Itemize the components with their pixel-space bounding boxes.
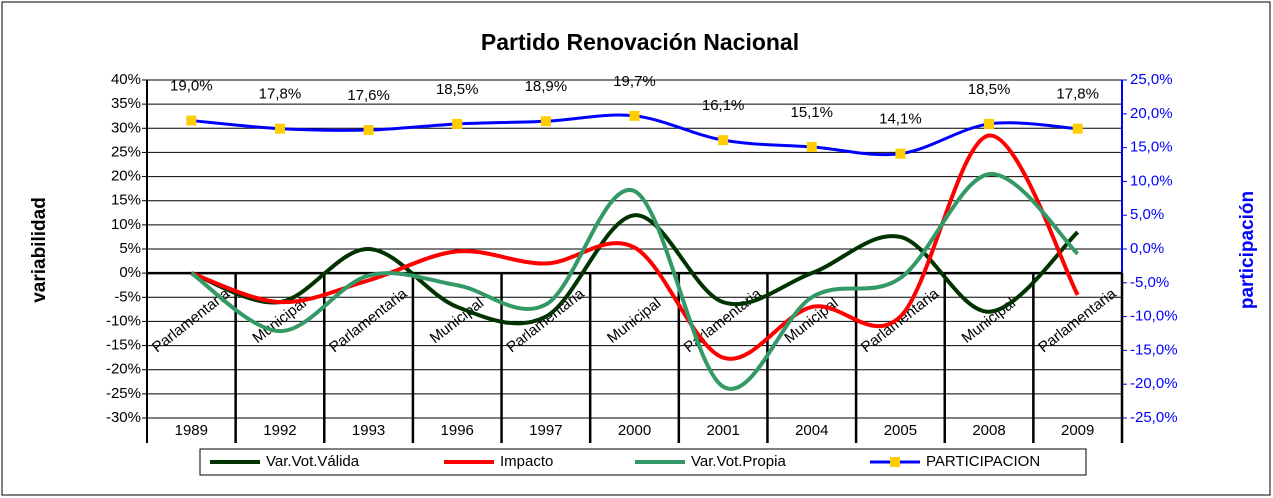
y2-tick-label: 15,0% (1130, 139, 1173, 156)
data-label: 18,5% (968, 81, 1011, 98)
y-tick-label: -25% (106, 385, 141, 402)
y2-tick-label: -15,0% (1130, 341, 1178, 358)
series-line (190, 133, 1080, 361)
x-tick-label: 1997 (529, 422, 562, 439)
x-tick-label: 2005 (884, 422, 917, 439)
data-label: 19,0% (170, 78, 213, 95)
x-tick-label: 2000 (618, 422, 651, 439)
y2-tick-label: 5,0% (1130, 206, 1164, 223)
y-axis-label: variabilidad (29, 197, 50, 303)
x-tick-label: 2008 (972, 422, 1005, 439)
point-marker (718, 135, 729, 146)
y-tick-label: 40% (111, 71, 141, 88)
y2-tick-label: -25,0% (1130, 409, 1178, 426)
y-tick-label: 20% (111, 168, 141, 185)
y2-tick-label: -10,0% (1130, 308, 1178, 325)
y-tick-label: 5% (119, 240, 141, 257)
y-tick-label: 25% (111, 143, 141, 160)
data-label: 17,8% (259, 86, 302, 103)
y2-tick-label: 0,0% (1130, 240, 1164, 257)
y2-tick-label: 10,0% (1130, 172, 1173, 189)
point-marker (540, 116, 551, 127)
y2-tick-label: 25,0% (1130, 71, 1173, 88)
y-tick-label: 35% (111, 95, 141, 112)
data-label: 15,1% (790, 104, 833, 121)
y2-tick-label: -5,0% (1130, 274, 1169, 291)
point-marker (363, 125, 374, 136)
data-label: 14,1% (879, 111, 922, 128)
data-label: 18,9% (525, 78, 568, 95)
data-label: 18,5% (436, 81, 479, 98)
point-marker (452, 118, 463, 129)
data-label: 16,1% (702, 97, 745, 114)
legend-label: Impacto (500, 453, 553, 470)
y-tick-label: 30% (111, 119, 141, 136)
y-tick-label: -20% (106, 361, 141, 378)
x-tick-label: 1993 (352, 422, 385, 439)
point-marker (984, 118, 995, 129)
point-marker (186, 115, 197, 126)
y-tick-label: 10% (111, 216, 141, 233)
legend-label: Var.Vot.Propia (691, 453, 786, 470)
x-tick-label: 2001 (706, 422, 739, 439)
point-marker (629, 110, 640, 121)
point-marker (895, 148, 906, 159)
x-tick-label: 1992 (263, 422, 296, 439)
y-tick-label: -5% (114, 288, 141, 305)
x-tick-label: 1996 (441, 422, 474, 439)
y-tick-label: -10% (106, 312, 141, 329)
y-tick-label: 0% (119, 264, 141, 281)
x-tick-label: 2009 (1061, 422, 1094, 439)
y2-axis-label: participación (1237, 191, 1258, 309)
y-tick-label: -30% (106, 409, 141, 426)
series-line (190, 172, 1080, 391)
legend-label: Var.Vot.Válida (266, 453, 360, 470)
x-tick-label: 2004 (795, 422, 828, 439)
data-label: 17,8% (1056, 86, 1099, 103)
y2-tick-label: 20,0% (1130, 105, 1173, 122)
chart-title: Partido Renovación Nacional (481, 29, 799, 55)
x-tick-label: 1989 (175, 422, 208, 439)
y-tick-label: -15% (106, 337, 141, 354)
y-tick-label: 15% (111, 192, 141, 209)
point-marker (806, 141, 817, 152)
y2-tick-label: -20,0% (1130, 375, 1178, 392)
point-marker (274, 123, 285, 134)
point-marker (1072, 123, 1083, 134)
legend-label: PARTICIPACION (926, 453, 1040, 470)
legend-marker (890, 457, 900, 467)
data-label: 17,6% (347, 87, 390, 104)
data-label: 19,7% (613, 73, 656, 90)
series-line (190, 213, 1080, 326)
